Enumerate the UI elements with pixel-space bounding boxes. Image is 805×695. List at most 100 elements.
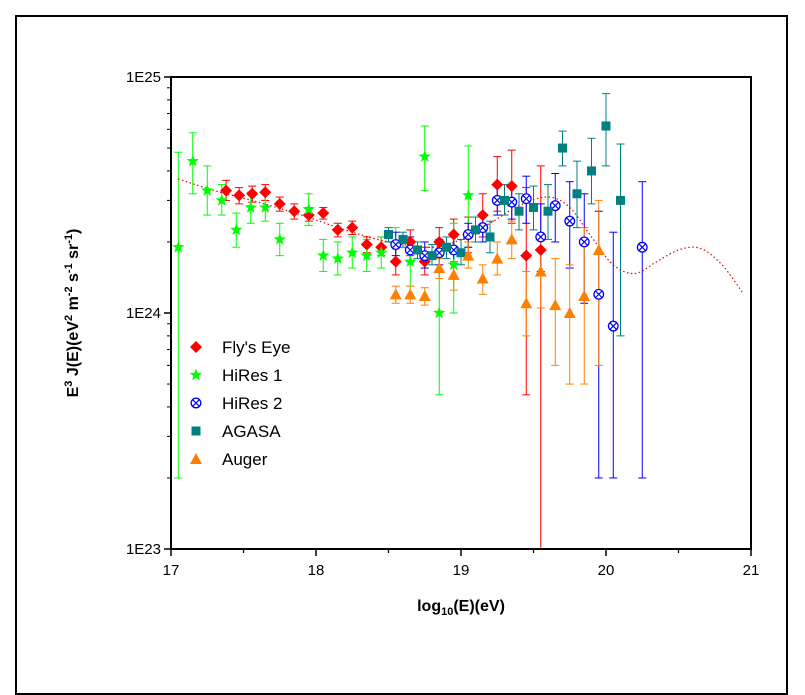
x-tick-label-1: 18 — [308, 562, 325, 579]
auger-point-0 — [389, 288, 402, 300]
auger-point-2 — [418, 290, 431, 302]
fly-s-eye-point-10 — [360, 238, 373, 251]
auger-errorbar-11 — [551, 258, 560, 366]
hires-2-point-15 — [607, 320, 619, 332]
fly-s-eye-point-2 — [246, 187, 259, 200]
y-tick-label-0: 1E23 — [126, 541, 161, 558]
hires-2-point-4-cross-b — [450, 246, 458, 254]
agasa-point-2 — [413, 245, 422, 255]
fly-s-eye-point-8 — [331, 223, 344, 236]
hires-2-point-6-cross-b — [479, 223, 487, 232]
hires-2-point-10 — [535, 231, 547, 243]
hires-2-point-15-cross-b — [609, 322, 617, 330]
agasa-point-8 — [500, 195, 509, 205]
hires-2-point-12 — [564, 215, 576, 227]
agasa-point-4 — [442, 242, 451, 252]
legend-label-fly-s-eye: Fly's Eye — [222, 338, 290, 357]
hires-2-point-16-cross-b — [638, 243, 646, 251]
hires-1-point-12 — [360, 249, 373, 261]
hires-2-point-7-cross-b — [493, 196, 501, 205]
agasa-point-14 — [587, 166, 596, 176]
hires-1-point-18 — [447, 258, 460, 271]
chart: 17 18 19 20 21 1E23 1E24 1E25 Fly's Eye HiRes 1 H… — [63, 69, 760, 618]
hires-1-point-11 — [346, 246, 359, 259]
hires-1-point-6 — [259, 200, 272, 213]
hires-1-point-10 — [331, 252, 344, 264]
hires-2-point-8 — [506, 196, 518, 208]
legend-label-hires-2: HiRes 2 — [222, 394, 282, 413]
x-tick-label-3: 20 — [598, 562, 615, 579]
hires-2-point-13 — [578, 236, 590, 248]
auger-point-3 — [433, 262, 446, 274]
hires-2-point-3-cross-b — [435, 249, 443, 257]
hires-1-point-3 — [215, 193, 228, 206]
x-tick-label-2: 19 — [453, 562, 470, 579]
hires-2-point-9-cross-b — [522, 194, 530, 203]
legend-marker-agasa — [191, 426, 201, 436]
agasa-point-12 — [558, 143, 567, 153]
hires-2-point-8-cross-b — [508, 198, 516, 206]
x-tick-label-0: 17 — [163, 562, 180, 579]
hires-1-point-2 — [201, 184, 214, 196]
hires-1-errorbar-0 — [174, 151, 183, 479]
fly-s-eye-point-19 — [491, 178, 504, 191]
model-curve — [178, 178, 745, 295]
hires-2-point-5 — [462, 229, 474, 240]
agasa-errorbar-16 — [616, 143, 625, 337]
hires-2-point-14 — [593, 288, 605, 300]
fly-s-eye-point-4 — [273, 197, 286, 210]
agasa-point-1 — [398, 234, 408, 244]
fly-s-eye-point-5 — [288, 205, 301, 218]
hires-1-point-19 — [462, 188, 475, 201]
legend-label-auger: Auger — [222, 450, 268, 469]
hires-1-point-8 — [302, 202, 315, 215]
fly-s-eye-point-0 — [220, 184, 233, 197]
auger-point-5 — [462, 249, 475, 261]
fly-s-eye-point-12 — [389, 255, 402, 268]
hires-1-point-9 — [317, 249, 330, 261]
hires-1-point-5 — [244, 200, 257, 213]
fly-s-eye-point-1 — [233, 189, 246, 202]
legend-marker-auger — [190, 453, 202, 464]
auger-point-1 — [404, 288, 417, 300]
hires-2-point-0 — [390, 239, 402, 251]
hires-1-point-7 — [273, 232, 286, 245]
hires-1-point-1 — [186, 154, 199, 167]
y-tick-label-1: 1E24 — [126, 305, 161, 322]
agasa-point-6 — [471, 225, 480, 235]
auger-point-14 — [592, 243, 605, 255]
fly-s-eye-point-7 — [317, 207, 330, 220]
hires-2-point-4 — [448, 244, 460, 256]
auger-errorbar-12 — [565, 264, 574, 385]
hires-2-point-11-cross-b — [551, 201, 559, 210]
x-tick-label-4: 21 — [743, 562, 760, 579]
legend-marker-hires-1 — [189, 368, 203, 381]
legend-marker-hires-2-cross-b — [192, 399, 200, 407]
plot-area-border — [170, 76, 752, 550]
agasa-point-15 — [601, 121, 611, 131]
auger-point-13 — [578, 290, 591, 302]
fly-s-eye-point-21 — [520, 249, 533, 262]
auger-point-4 — [447, 268, 460, 280]
fly-s-eye-point-9 — [346, 221, 359, 234]
agasa-point-10 — [529, 202, 538, 212]
agasa-point-0 — [384, 230, 393, 240]
agasa-point-9 — [514, 206, 524, 216]
auger-point-12 — [563, 307, 576, 318]
hires-2-point-12-cross-b — [566, 217, 574, 225]
hires-1-point-13 — [375, 246, 388, 259]
legend: Fly's Eye HiRes 1 HiRes 2 AGASA Auger — [189, 338, 290, 469]
y-tick-label-2: 1E25 — [126, 69, 161, 86]
fly-s-eye-point-3 — [259, 186, 272, 199]
fly-s-eye-point-20 — [505, 180, 518, 193]
agasa-point-11 — [543, 206, 553, 216]
hires-2-point-5-cross-b — [464, 230, 472, 239]
auger-errorbar-14 — [594, 199, 603, 366]
hires-2-errorbar-16 — [638, 181, 647, 479]
hires-2-point-14-cross-b — [595, 290, 603, 299]
auger-point-10 — [534, 265, 547, 277]
hires-1-point-15 — [404, 255, 417, 267]
y-axis-label: E3 J(E)(eV2 m-2 s-1 sr-1) — [63, 229, 82, 398]
auger-point-6 — [476, 272, 489, 284]
hires-2-errorbar-15 — [609, 231, 618, 479]
